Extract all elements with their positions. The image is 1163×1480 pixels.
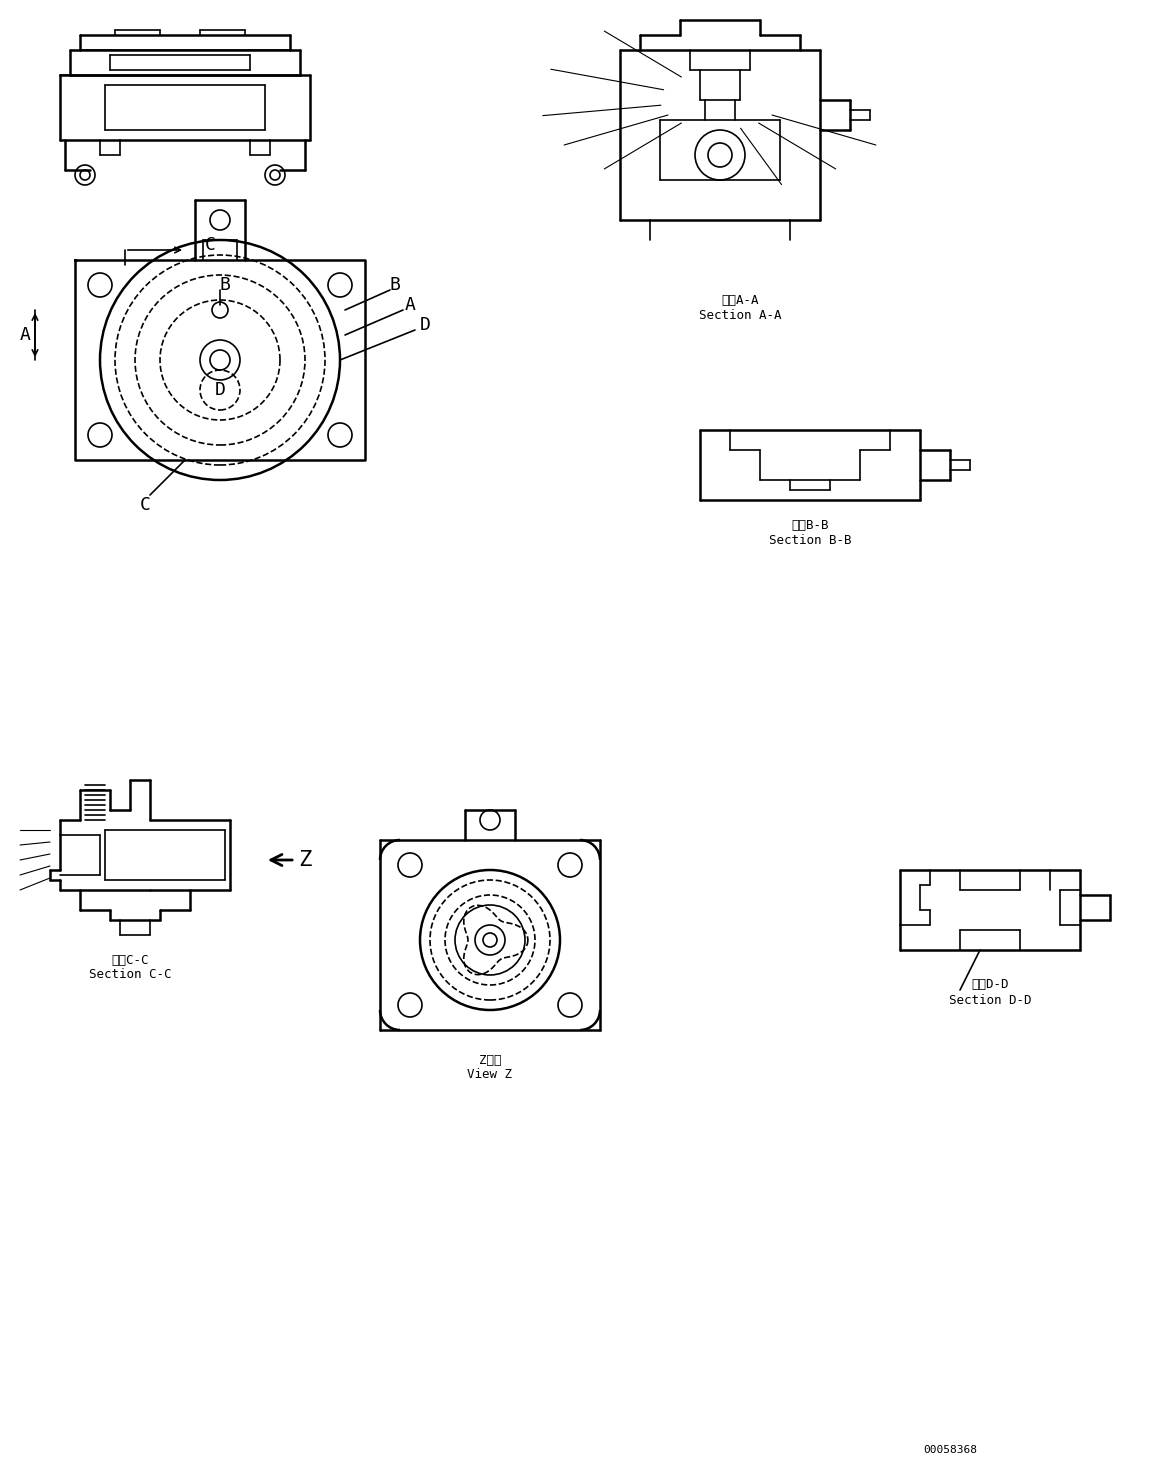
Text: Section D-D: Section D-D	[949, 993, 1032, 1006]
Text: D: D	[420, 317, 430, 334]
Text: C: C	[140, 496, 150, 514]
Text: View Z: View Z	[468, 1069, 513, 1082]
Text: D: D	[214, 380, 226, 400]
Text: C: C	[205, 235, 215, 255]
Text: B: B	[220, 275, 230, 295]
Text: 断面B-B: 断面B-B	[791, 518, 829, 531]
Text: Z: Z	[299, 850, 312, 870]
Text: Z　視: Z 視	[479, 1054, 501, 1067]
Text: Section B-B: Section B-B	[769, 533, 851, 546]
Text: 断面D-D: 断面D-D	[971, 978, 1008, 992]
Text: 断面C-C: 断面C-C	[112, 953, 149, 966]
Text: 00058368: 00058368	[923, 1444, 977, 1455]
Text: B: B	[390, 275, 400, 295]
Text: Section A-A: Section A-A	[699, 308, 782, 321]
Text: A: A	[405, 296, 415, 314]
Text: A: A	[20, 326, 30, 343]
Text: 断面A-A: 断面A-A	[721, 293, 758, 306]
Text: Section C-C: Section C-C	[88, 968, 171, 981]
